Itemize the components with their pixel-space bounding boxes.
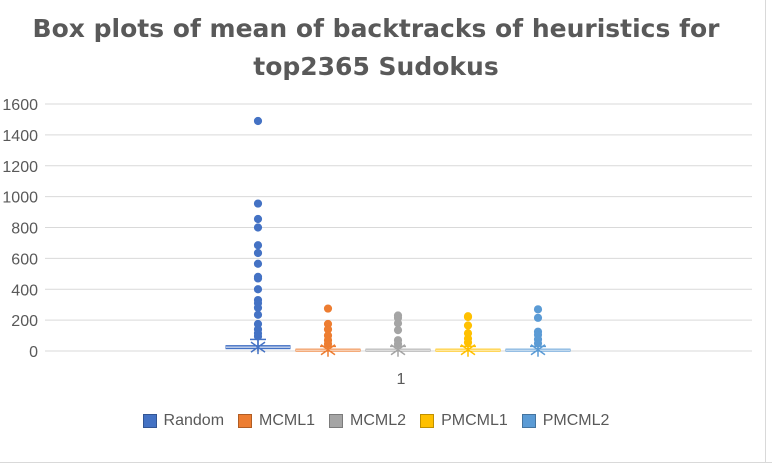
outlier-point [253,223,263,232]
outlier-point [463,338,473,347]
outlier-point [323,304,333,313]
legend-label: PMCML2 [542,412,610,429]
y-tick-label: 1600 [2,97,38,114]
outlier-point [393,339,403,349]
legend-item: MCML2 [329,412,406,430]
y-tick-label: 200 [11,313,38,330]
outlier-point [253,248,263,258]
legend-swatch [238,414,253,428]
outlier-point [393,326,403,335]
y-tick-label: 0 [29,344,38,361]
y-tick-label: 1000 [2,190,38,207]
outlier-point [253,259,263,268]
legend-item: PMCML1 [420,412,508,430]
outlier-point [533,339,543,348]
legend-swatch [329,414,344,428]
legend-item: Random [142,412,225,430]
outlier-point [253,241,263,250]
legend-item: PMCML2 [521,412,610,430]
legend-item: MCML1 [238,412,315,430]
outlier-point [393,319,403,328]
box-mean-marker [250,340,266,355]
y-tick-label: 600 [11,251,38,268]
legend-swatch [521,414,536,428]
legend-label: MCML1 [259,412,316,429]
legend-swatch [420,414,435,428]
x-category-label: 1 [397,371,406,388]
outlier-point [253,274,263,283]
outlier-point [533,313,543,322]
y-tick-label: 1200 [2,159,38,176]
outlier-point [253,285,263,294]
legend-swatch [142,414,157,428]
outlier-point [463,312,473,322]
plot-area: 0 200 400 600 800 1000 1200 1400 1600 1 [2,97,752,388]
sheet-border-bottom [0,462,772,463]
outlier-point [463,321,473,330]
outlier-point [253,199,263,208]
y-tick-label: 800 [11,221,38,238]
outlier-point [323,339,333,349]
outlier-point [253,214,263,224]
legend-label: MCML2 [350,412,407,429]
legend: Random MCML1 MCML2 PMCML1 PMCML2 [0,412,752,430]
legend-label: Random [163,412,225,429]
chart-title-line-2: top2365 Sudokus [253,52,499,81]
legend-label: PMCML1 [441,412,508,429]
outlier-point [253,332,263,341]
outlier-point [253,310,263,319]
outlier-point [253,303,263,312]
sheet-border-right [765,0,766,462]
chart-title-line-1: Box plots of mean of backtracks of heuri… [32,14,720,43]
outlier-point [253,116,263,126]
y-tick-label: 1400 [2,128,38,145]
y-tick-label: 400 [11,282,38,299]
outlier-point [533,305,543,314]
